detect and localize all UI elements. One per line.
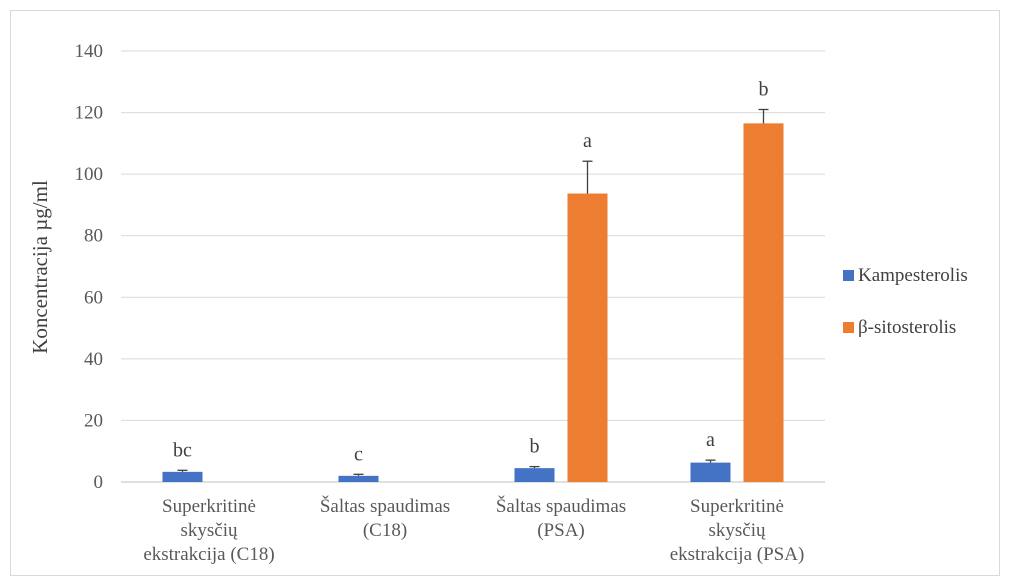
significance-label: a — [706, 429, 715, 451]
y-tick-label: 40 — [84, 349, 103, 370]
significance-label: b — [759, 78, 769, 100]
significance-labels: bc c b a a b — [173, 78, 768, 465]
bar — [514, 468, 555, 482]
legend-swatch — [843, 270, 854, 281]
bar — [567, 193, 608, 483]
significance-label: b — [530, 436, 540, 458]
x-category-label: Šaltas spaudimas (PSA) — [496, 495, 626, 541]
legend-label: Kampesterolis — [858, 265, 968, 286]
x-category-label: Šaltas spaudimas (C18) — [320, 495, 450, 541]
significance-label: a — [583, 130, 592, 152]
y-tick-label: 0 — [94, 472, 104, 493]
significance-label: bc — [173, 439, 192, 461]
error-bars — [177, 108, 769, 476]
significance-label: c — [354, 443, 363, 465]
legend: Kampesterolis β-sitosterolis — [843, 265, 968, 338]
y-tick-label: 120 — [75, 103, 104, 124]
gridlines — [121, 50, 825, 483]
y-axis-ticks: 0 20 40 60 80 100 120 140 — [75, 41, 104, 493]
legend-label: β-sitosterolis — [858, 317, 956, 338]
bar — [338, 475, 379, 482]
bar — [690, 462, 731, 482]
legend-swatch — [843, 322, 854, 333]
y-axis-label: Koncentracija µg/ml — [28, 180, 52, 354]
y-tick-label: 80 — [84, 226, 103, 247]
x-axis-categories: Superkritinė skysčių ekstrakcija (C18) Šalt… — [143, 495, 804, 565]
y-tick-label: 100 — [75, 164, 104, 185]
y-tick-label: 20 — [84, 410, 103, 431]
bar — [743, 123, 784, 482]
bars — [162, 123, 784, 483]
x-category-label: Superkritinė skysčių ekstrakcija (C18) — [143, 496, 274, 565]
y-tick-label: 60 — [84, 287, 103, 308]
x-category-label: Superkritinė skysčių ekstrakcija (PSA) — [670, 496, 805, 565]
y-tick-label: 140 — [75, 41, 104, 62]
bar — [162, 471, 203, 482]
